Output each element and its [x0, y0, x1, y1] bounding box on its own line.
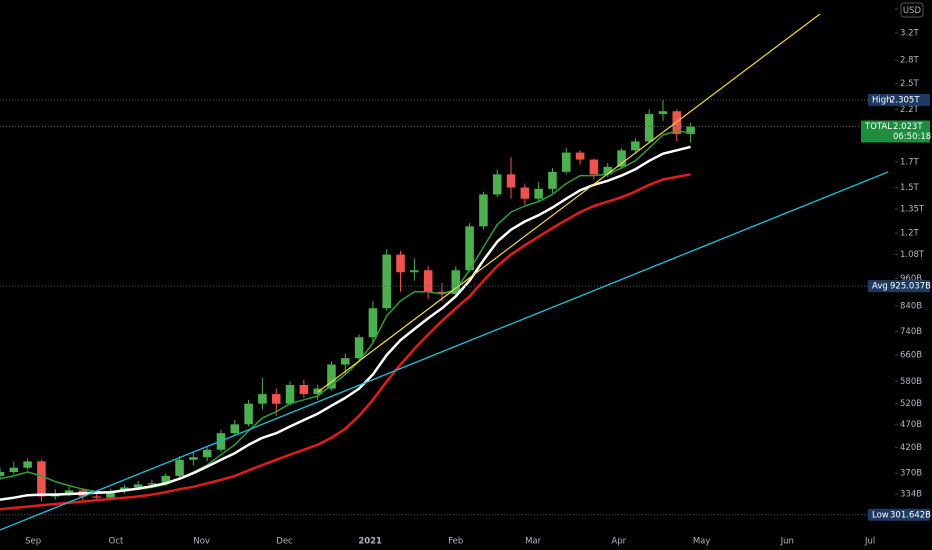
level-name: Avg	[872, 282, 888, 292]
candle-body	[64, 490, 74, 494]
candle-body	[92, 496, 101, 498]
candle-body	[520, 187, 530, 199]
x-tick-label: Mar	[525, 537, 542, 547]
level-value: 301.642B	[890, 510, 931, 520]
candle-body	[672, 111, 682, 134]
candle-body	[575, 152, 585, 160]
level-box	[868, 508, 930, 521]
candle-body	[548, 171, 557, 189]
x-tick-label: Dec	[276, 537, 293, 547]
candle-body	[437, 291, 447, 295]
y-tick-label: 3.2T	[900, 28, 920, 38]
candle-body	[244, 403, 253, 425]
y-tick-label: 840B	[900, 301, 922, 311]
candle-body	[0, 472, 5, 476]
countdown: 06:50:18	[893, 132, 931, 142]
candle-body	[451, 270, 461, 295]
candle-body	[147, 483, 157, 485]
y-tick-label: 1.7T	[900, 157, 920, 167]
currency-box[interactable]	[900, 2, 924, 18]
y-tick-label: 2.8T	[900, 56, 920, 66]
candle-body	[617, 150, 626, 167]
level-value: 925.037B	[890, 282, 931, 292]
y-tick-label: 1.08T	[900, 250, 925, 260]
candle-body	[589, 159, 599, 175]
y-tick-label: 2.5T	[900, 79, 920, 89]
y-tick-label: 370B	[900, 469, 922, 479]
candle-body	[175, 459, 184, 476]
candle-body	[465, 226, 474, 271]
candle-body	[230, 424, 240, 434]
y-tick-label: 740B	[900, 327, 922, 337]
level-value: 2.305T	[890, 95, 920, 105]
x-tick-label: Nov	[193, 537, 210, 547]
candle-body	[37, 461, 46, 497]
candle-body	[658, 111, 668, 115]
candle-body	[603, 166, 612, 175]
y-tick-label: 1.2T	[900, 229, 920, 239]
x-tick-label: 2021	[358, 537, 382, 547]
candle-body	[258, 394, 267, 404]
candle-body	[299, 384, 309, 395]
candle-body	[534, 188, 543, 199]
y-tick-label: 420B	[900, 443, 922, 453]
candle-body	[271, 394, 281, 404]
x-tick-label: Jul	[864, 537, 875, 547]
trend-line	[0, 171, 889, 531]
y-tick-label: 1.5T	[900, 183, 920, 193]
candle-body	[327, 364, 336, 389]
y-tick-label: 580B	[900, 377, 922, 387]
candle-body	[341, 358, 350, 365]
candle-body	[686, 126, 695, 134]
price-axis: 3.6T3.2T2.8T2.5T2.2T2T1.7T1.5T1.35T1.2T1…	[25, 4, 931, 546]
y-tick-label: 960B	[900, 274, 922, 284]
level-name: Low	[872, 510, 889, 520]
level-value: 2.023T	[893, 122, 923, 132]
candle-body	[313, 388, 322, 395]
x-tick-label: May	[693, 537, 711, 547]
x-tick-label: Apr	[611, 537, 626, 547]
level-box	[868, 280, 930, 293]
candle-body	[368, 308, 378, 338]
ma-line	[0, 173, 691, 511]
candle-body	[506, 174, 516, 188]
candle-body	[285, 384, 295, 404]
candle-body	[106, 491, 115, 498]
y-tick-label: 660B	[900, 351, 922, 361]
ma-line	[0, 145, 691, 501]
currency: USD	[903, 6, 922, 16]
x-tick-label: Feb	[448, 537, 463, 547]
y-tick-label: 2.2T	[900, 105, 920, 115]
candle-body	[354, 337, 364, 359]
y-tick-label: 470B	[900, 420, 922, 430]
candle-body	[423, 270, 433, 292]
candle-body	[479, 194, 488, 227]
x-tick-label: Oct	[109, 537, 124, 547]
candle-body	[23, 461, 32, 468]
level-box	[868, 93, 930, 106]
candle-body	[9, 467, 19, 473]
candle-body	[644, 114, 654, 142]
candle-body	[133, 484, 143, 488]
y-tick-label: 520B	[900, 399, 922, 409]
level-name: TOTAL	[864, 122, 892, 132]
y-tick-label: 1.35T	[900, 205, 925, 215]
level-box	[861, 120, 930, 143]
y-tick-label: 334B	[900, 490, 922, 500]
candle-body	[189, 457, 198, 460]
candle-body	[161, 475, 171, 484]
x-tick-label: Jun	[780, 537, 794, 547]
candle-body	[561, 152, 571, 172]
candle-body	[631, 141, 640, 151]
level-name: High	[872, 95, 892, 105]
candle-body	[396, 254, 405, 273]
candle-body	[410, 270, 419, 273]
candle-body	[202, 449, 212, 458]
candle-body	[492, 174, 502, 195]
x-tick-label: Sep	[25, 537, 41, 547]
trend-line	[317, 13, 821, 393]
candle-body	[382, 254, 392, 309]
